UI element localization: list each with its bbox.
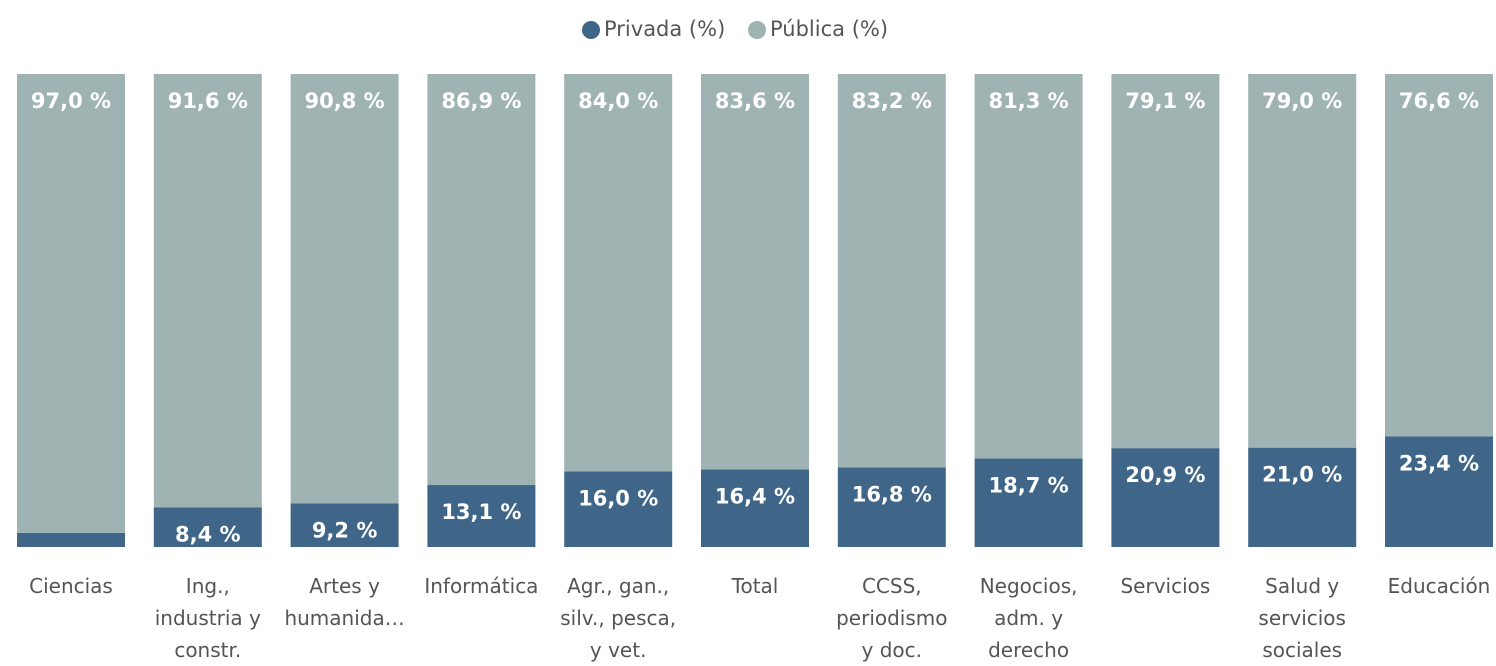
bar-segment [427,485,536,547]
x-tick-label: Ing., industria y constr. [154,574,261,662]
x-tick-label: CCSS, periodismo y doc. [836,574,948,662]
bar-segment [427,74,536,486]
value-label: 9,2 % [312,518,378,542]
value-label: 81,3 % [989,89,1069,113]
value-label: 90,8 % [305,89,385,113]
x-tick-label: Agr., gan., silv., pesca, y vet. [560,574,677,662]
x-tick-label: Salud y servicios sociales [1258,574,1346,662]
legend-label: Pública (%) [770,17,888,41]
bar-segment [1111,448,1220,547]
value-label: 20,9 % [1125,463,1205,487]
bar-segment [974,74,1083,459]
bar-segment [290,74,399,504]
value-label: 83,2 % [852,89,932,113]
value-label: 79,0 % [1262,89,1342,113]
bar-segment [17,532,125,547]
value-label: 97,0 % [31,89,111,113]
value-label: 16,0 % [578,486,658,510]
bar-segment [1248,447,1357,547]
bar-segment [1385,74,1493,437]
legend-swatch [748,21,766,39]
legend-swatch [582,21,600,39]
x-tick-label: Ciencias [29,574,113,598]
bar-segment [1248,74,1357,448]
x-tick-label: Negocios, adm. y derecho [979,574,1078,662]
value-label: 21,0 % [1262,463,1342,487]
value-label: 16,4 % [715,484,795,508]
value-label: 16,8 % [852,483,932,507]
bar-segment [564,471,673,547]
value-label: 86,9 % [441,89,521,113]
bar-segment [153,507,262,547]
bar-segment [290,503,399,547]
value-label: 83,6 % [715,89,795,113]
value-label: 91,6 % [168,89,248,113]
bar-segment [564,74,673,472]
value-label: 8,4 % [175,522,241,546]
value-label: 84,0 % [578,89,658,113]
legend-label: Privada (%) [604,17,725,41]
value-label: 76,6 % [1399,89,1479,113]
bar-segment [974,458,1083,547]
bar-segment [701,74,809,470]
x-tick-label: Servicios [1120,574,1211,598]
bar-segment [153,74,262,508]
x-tick-label: Total [731,574,779,598]
bar-segment [701,469,809,547]
value-label: 13,1 % [441,500,521,524]
x-tick-label: Artes y humanida… [284,574,405,630]
bar-segment [1385,436,1493,547]
bar-segment [1111,74,1220,449]
value-label: 23,4 % [1399,451,1479,475]
value-label: 79,1 % [1125,89,1205,113]
x-tick-label: Informática [424,574,539,598]
bar-segment [837,467,946,547]
bar-segment [837,74,946,468]
x-tick-label: Educación [1387,574,1491,598]
value-label: 18,7 % [989,474,1069,498]
bar-segment [17,74,125,533]
